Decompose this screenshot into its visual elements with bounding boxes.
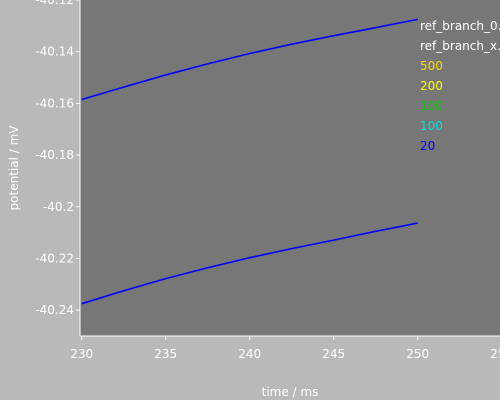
legend-item: 100 <box>420 99 443 113</box>
series-line-20 <box>81 222 418 305</box>
legend-item: ref_branch_x. <box>420 39 500 53</box>
legend: ref_branch_0. ref_branch_x. 500 200 100 100 20 <box>420 19 500 153</box>
y-tick-label: -40.16 <box>35 96 74 110</box>
x-tick-label: 240 <box>238 347 261 361</box>
x-tick-label: 230 <box>70 347 93 361</box>
x-tick-label: 245 <box>322 347 345 361</box>
plot-area <box>80 0 500 336</box>
x-tick-label: 235 <box>154 347 177 361</box>
y-tick-label: -40.18 <box>35 148 74 162</box>
legend-item: 500 <box>420 59 443 73</box>
legend-item: 100 <box>420 119 443 133</box>
legend-item: 20 <box>420 139 435 153</box>
y-tick-label: -40.12 <box>35 0 74 7</box>
y-tick-label: -40.24 <box>35 303 74 317</box>
legend-item: 200 <box>420 79 443 93</box>
x-tick-label: 255 <box>490 347 500 361</box>
legend-item: ref_branch_0. <box>420 19 500 33</box>
series-line-20 <box>81 18 418 101</box>
x-axis-title: time / ms <box>262 385 319 399</box>
y-tick-label: -40.2 <box>43 200 74 214</box>
y-tick-label: -40.22 <box>35 251 74 265</box>
x-tick-label: 250 <box>406 347 429 361</box>
y-axis-title: potential / mV <box>7 125 21 211</box>
y-tick-label: -40.14 <box>35 45 74 59</box>
